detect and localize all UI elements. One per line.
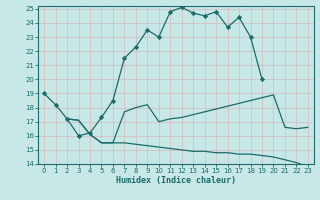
X-axis label: Humidex (Indice chaleur): Humidex (Indice chaleur): [116, 176, 236, 185]
